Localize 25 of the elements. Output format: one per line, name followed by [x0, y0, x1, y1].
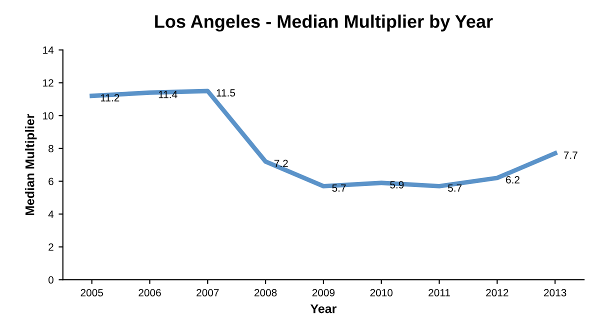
- x-tick-label: 2005: [80, 289, 103, 296]
- y-tick-label: 0: [48, 276, 54, 284]
- x-axis-title: Year: [310, 304, 336, 314]
- x-tick-label: 2008: [254, 289, 277, 296]
- x-tick-label: 2010: [370, 289, 393, 296]
- y-axis-title: Median Multiplier: [25, 114, 37, 216]
- y-tick-label: 12: [43, 79, 54, 87]
- x-tick-label: 2007: [196, 289, 219, 296]
- y-tick-label: 6: [48, 178, 54, 186]
- y-tick-label: 2: [48, 243, 54, 251]
- x-tick-label: 2013: [544, 289, 566, 296]
- x-tick-label: 2006: [138, 289, 161, 296]
- x-tick-label: 2011: [428, 289, 450, 296]
- data-label: 5.7: [448, 184, 462, 192]
- y-tick-label: 10: [43, 112, 54, 120]
- y-tick-label: 4: [48, 210, 54, 218]
- y-tick-label: 14: [43, 46, 54, 54]
- y-tick-label: 8: [48, 144, 54, 152]
- x-tick-label: 2009: [312, 289, 335, 296]
- data-label: 6.2: [506, 176, 520, 184]
- x-tick-label: 2012: [486, 289, 508, 296]
- chart-title: Los Angeles - Median Multiplier by Year: [155, 14, 493, 32]
- data-label: 7.7: [564, 152, 578, 159]
- data-label: 11.5: [216, 89, 236, 97]
- data-label: 7.2: [274, 160, 288, 168]
